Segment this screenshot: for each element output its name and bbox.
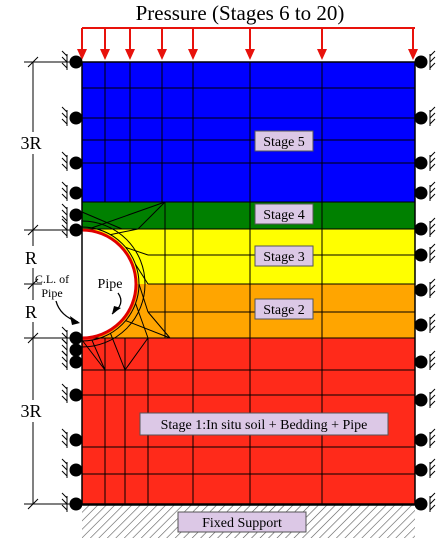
stage-2-label-box [254, 298, 314, 320]
right-roller-3 [414, 186, 428, 200]
pressure-arrowhead-2 [125, 49, 135, 60]
stage-2-label: Stage 2 [263, 303, 305, 318]
pipe-outline [81, 226, 140, 342]
right-roller-10 [414, 433, 428, 447]
left-roller-2 [69, 156, 83, 170]
right-roller-4 [414, 222, 428, 236]
dim-bottom-3R: 3R [20, 401, 41, 421]
left-roller-1 [69, 111, 83, 125]
right-roller-9 [414, 393, 428, 407]
right-roller-0 [414, 55, 428, 69]
stage-3-label: Stage 3 [263, 250, 305, 265]
right-roller-5 [414, 248, 428, 262]
right-roller-6 [414, 283, 428, 297]
fixed-support-label: Fixed Support [202, 516, 282, 531]
right-roller-8 [414, 355, 428, 369]
pressure-arrowhead-5 [245, 49, 255, 60]
cl-label-line2: Pipe [41, 286, 62, 300]
dim-lower-R: R [25, 302, 37, 322]
pressure-arrowhead-6 [317, 49, 327, 60]
pressure-arrowhead-4 [188, 49, 198, 60]
left-roller-8 [69, 355, 83, 369]
right-roller-11 [414, 463, 428, 477]
cl-label-line1: C.L. of [35, 272, 69, 286]
right-roller-7 [414, 318, 428, 332]
stage-5-label: Stage 5 [263, 135, 305, 150]
left-roller-9 [69, 388, 83, 402]
domain-border [81, 61, 416, 505]
mesh-grid [81, 62, 415, 504]
stage-1-label: Stage 1:In situ soil + Bedding + Pipe [161, 418, 368, 433]
fixed-support-label-box [177, 511, 307, 533]
stage-1-label-box [139, 412, 389, 436]
pressure-arrowhead-3 [157, 49, 167, 60]
side-rollers [61, 50, 436, 512]
stage-5-layer [82, 62, 415, 202]
pipe-ring-mesh [81, 220, 146, 348]
left-roller-4 [69, 208, 83, 222]
right-roller-2 [414, 156, 428, 170]
stage-3-label-box [254, 245, 314, 267]
pressure-arrowhead-1 [100, 49, 110, 60]
stage-4-label: Stage 4 [263, 208, 305, 223]
right-roller-12 [414, 497, 428, 511]
pipe-interior [82, 230, 136, 338]
pressure-arrowhead-7 [408, 49, 418, 60]
dim-top-3R: 3R [20, 133, 41, 153]
left-roller-7 [69, 343, 83, 357]
pressure-arrows [77, 27, 418, 60]
left-roller-3 [69, 186, 83, 200]
stage-4-label-box [254, 203, 314, 225]
pressure-title: Pressure (Stages 6 to 20) [136, 1, 345, 25]
left-roller-10 [69, 433, 83, 447]
stage-5-label-box [254, 130, 314, 152]
dim-upper-R: R [25, 248, 37, 268]
pipe-label: Pipe [98, 277, 123, 292]
pipe-wall [81, 228, 138, 340]
left-roller-11 [69, 463, 83, 477]
pressure-arrowhead-0 [77, 49, 87, 60]
stage-3-layer [82, 229, 415, 284]
right-roller-1 [414, 111, 428, 125]
